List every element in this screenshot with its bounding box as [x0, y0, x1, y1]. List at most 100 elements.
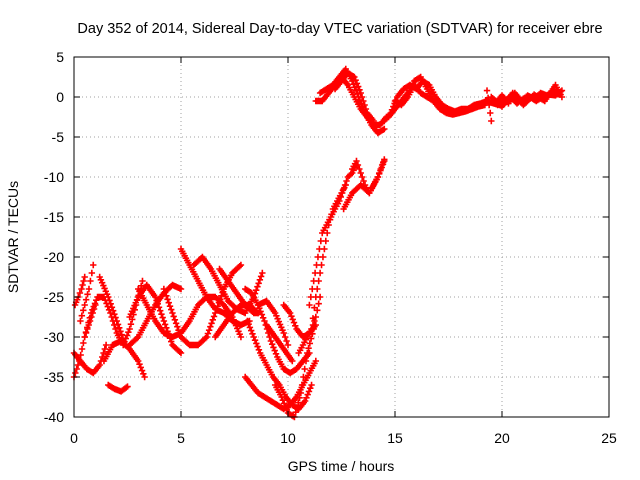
- data-point: [316, 269, 324, 277]
- data-point: [85, 319, 92, 326]
- data-point: [108, 304, 116, 311]
- data-point: [324, 229, 331, 237]
- y-axis-label: SDTVAR / TECUs: [5, 181, 21, 293]
- data-point: [176, 348, 183, 356]
- data-point: [163, 292, 170, 300]
- data-point: [319, 253, 327, 261]
- data-point: [158, 310, 165, 318]
- data-point: [353, 80, 361, 87]
- data-point: [107, 300, 114, 308]
- data-point: [362, 105, 370, 113]
- data-point: [80, 277, 87, 285]
- data-point: [126, 325, 133, 333]
- data-point: [281, 333, 289, 341]
- data-point: [356, 86, 363, 93]
- data-point: [256, 276, 264, 284]
- data-point: [78, 312, 86, 319]
- data-point: [253, 286, 260, 294]
- data-point: [357, 89, 364, 97]
- data-track-20: [263, 321, 296, 365]
- data-point: [139, 277, 146, 285]
- data-point: [357, 169, 364, 177]
- data-point: [261, 317, 268, 325]
- data-point: [105, 293, 112, 301]
- data-point: [278, 393, 285, 401]
- data-point: [109, 307, 117, 314]
- data-point: [102, 341, 110, 349]
- data-point: [288, 313, 295, 320]
- data-point: [296, 394, 303, 401]
- data-point: [113, 317, 120, 325]
- data-point: [351, 73, 358, 81]
- data-point: [301, 397, 309, 405]
- data-point: [116, 324, 123, 332]
- data-point: [118, 331, 125, 338]
- data-point: [300, 373, 307, 381]
- data-track-27: [349, 156, 388, 197]
- data-point: [84, 324, 91, 331]
- data-point: [258, 311, 266, 318]
- data-point: [86, 314, 94, 321]
- data-point: [328, 211, 335, 218]
- data-point: [305, 388, 313, 395]
- data-point: [374, 173, 382, 181]
- data-point: [255, 280, 262, 287]
- data-point: [255, 346, 263, 353]
- data-point: [370, 117, 377, 125]
- y-tick-label: -15: [44, 209, 64, 225]
- data-track-15: [216, 265, 262, 317]
- data-track-7: [100, 337, 148, 381]
- data-point: [171, 316, 179, 324]
- y-tick-label: -40: [44, 409, 64, 425]
- data-point: [249, 330, 256, 337]
- data-point: [381, 156, 388, 163]
- data-point: [283, 406, 290, 413]
- data-point: [306, 301, 313, 309]
- y-tick-label: -30: [44, 329, 64, 345]
- data-track-16: [242, 285, 313, 377]
- data-point: [152, 293, 159, 301]
- data-point: [90, 261, 97, 269]
- data-point: [289, 357, 296, 365]
- x-tick-label: 25: [601, 430, 617, 446]
- data-point: [268, 341, 276, 348]
- data-point: [304, 391, 311, 398]
- data-point: [90, 303, 97, 310]
- data-point: [216, 296, 224, 303]
- data-point: [308, 381, 315, 389]
- data-point: [354, 83, 362, 90]
- data-point: [177, 285, 185, 293]
- data-point: [309, 321, 317, 329]
- data-point: [295, 399, 302, 406]
- x-tick-label: 15: [387, 430, 403, 446]
- data-point: [381, 125, 388, 133]
- data-point: [76, 357, 83, 365]
- data-point: [205, 326, 213, 334]
- data-point: [73, 365, 80, 373]
- data-point: [376, 169, 383, 177]
- data-point: [488, 117, 495, 125]
- data-point: [250, 333, 257, 341]
- data-point: [207, 323, 214, 330]
- data-point: [157, 307, 164, 314]
- data-point: [485, 101, 493, 109]
- y-tick-label: -35: [44, 369, 64, 385]
- data-point: [257, 308, 264, 315]
- data-point: [322, 237, 330, 245]
- data-point: [315, 277, 322, 285]
- data-point: [163, 324, 170, 332]
- data-track-25: [308, 181, 349, 333]
- data-point: [483, 87, 491, 94]
- data-point: [82, 329, 90, 336]
- data-point: [266, 333, 273, 341]
- data-point: [254, 283, 261, 290]
- data-point: [125, 329, 132, 336]
- data-point: [292, 322, 299, 329]
- data-track-18: [244, 317, 315, 413]
- data-point: [443, 105, 450, 113]
- y-tick-label: -20: [44, 249, 64, 265]
- data-point: [210, 313, 218, 320]
- data-point: [312, 357, 320, 365]
- data-point: [352, 77, 359, 84]
